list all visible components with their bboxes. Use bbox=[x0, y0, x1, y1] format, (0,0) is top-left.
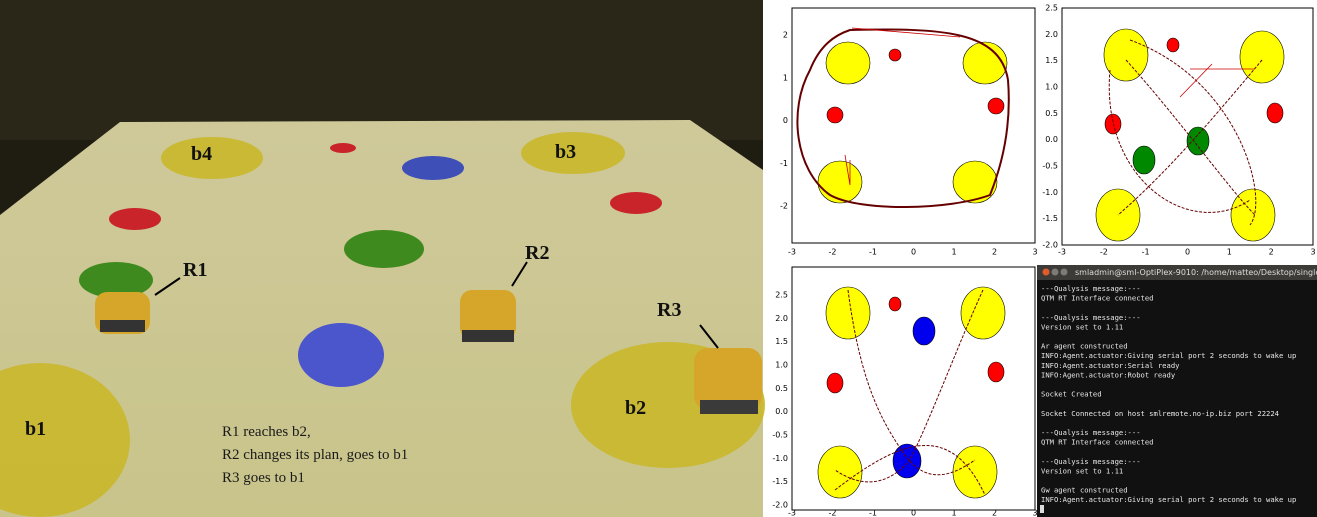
terminal-line: INFO:Agent.actuator:Giving serial port 2… bbox=[1041, 495, 1296, 504]
y-tick-label: 2.5 bbox=[775, 291, 788, 300]
x-tick-label: 0 bbox=[911, 509, 916, 517]
y-tick-label: -1.5 bbox=[772, 477, 788, 486]
robot bbox=[95, 292, 150, 334]
y-tick-label: 0 bbox=[783, 116, 788, 125]
x-tick-label: -2 bbox=[829, 248, 837, 257]
terminal-line: QTM RT Interface connected bbox=[1041, 294, 1154, 303]
region-label: b2 bbox=[625, 397, 646, 419]
caption-line: R1 reaches b2, bbox=[222, 424, 311, 440]
x-tick-label: -2 bbox=[1100, 248, 1108, 257]
plot bbox=[791, 7, 1036, 244]
y-tick-label: -1.0 bbox=[772, 454, 788, 463]
terminal-line: INFO:Agent.actuator:Giving serial port 2… bbox=[1041, 351, 1296, 360]
y-tick-label: 2.0 bbox=[1045, 30, 1058, 39]
x-tick-label: -3 bbox=[788, 509, 796, 517]
y-tick-label: 1.0 bbox=[775, 361, 788, 370]
robot-label: R3 bbox=[657, 299, 681, 321]
terminal-line: ---Qualysis message:--- bbox=[1041, 428, 1141, 437]
y-tick-label: 1.5 bbox=[1045, 56, 1058, 65]
y-tick-label: -1 bbox=[780, 159, 788, 168]
y-tick-label: -2 bbox=[780, 202, 788, 211]
y-tick-label: 2 bbox=[783, 31, 788, 40]
x-tick-label: 2 bbox=[992, 509, 997, 517]
x-tick-label: -1 bbox=[869, 509, 877, 517]
terminal-line: Version set to 1.11 bbox=[1041, 466, 1123, 475]
y-tick-label: -2.0 bbox=[772, 501, 788, 510]
photo: b4 b3 b1 b2 R1 R2 R3 R1 reaches b2, R2 c… bbox=[0, 0, 765, 517]
x-tick-label: -2 bbox=[829, 509, 837, 517]
y-tick-label: -0.5 bbox=[1042, 162, 1058, 171]
close-button[interactable] bbox=[1042, 268, 1050, 276]
y-tick-label: 1.0 bbox=[1045, 83, 1058, 92]
region-label: b3 bbox=[555, 141, 576, 163]
terminal-line: Gw agent constructed bbox=[1041, 486, 1128, 495]
x-tick-label: -1 bbox=[869, 248, 877, 257]
x-tick-label: 3 bbox=[1032, 509, 1037, 517]
terminal-line: ---Qualysis message:--- bbox=[1041, 284, 1141, 293]
terminal: smladmin@sml-OptiPlex-9010: /home/matteo… bbox=[1037, 265, 1317, 517]
robot-label: R1 bbox=[183, 259, 207, 281]
y-tick-label: 0.0 bbox=[1045, 135, 1058, 144]
y-tick-label: -2.0 bbox=[1042, 241, 1058, 250]
terminal-line: INFO:Agent.actuator:Robot ready bbox=[1041, 370, 1176, 379]
terminal-line: Ar agent constructed bbox=[1041, 342, 1128, 351]
y-tick-label: 0.0 bbox=[775, 407, 788, 416]
terminal-line: Socket Created bbox=[1041, 390, 1102, 399]
terminal-title: smladmin@sml-OptiPlex-9010: /home/matteo… bbox=[1075, 268, 1317, 277]
y-tick-label: 1 bbox=[783, 73, 788, 82]
terminal-line: INFO:Agent.actuator:Serial ready bbox=[1041, 361, 1180, 370]
robot bbox=[694, 348, 762, 414]
x-tick-label: 1 bbox=[951, 248, 956, 257]
x-tick-label: 1 bbox=[951, 509, 956, 517]
terminal-line: ---Qualysis message:--- bbox=[1041, 313, 1141, 322]
x-tick-label: -1 bbox=[1142, 248, 1150, 257]
x-tick-label: 1 bbox=[1227, 248, 1232, 257]
terminal-line: Socket Connected on host smlremote.no-ip… bbox=[1041, 409, 1279, 418]
maximize-button[interactable] bbox=[1060, 268, 1068, 276]
y-tick-label: -1.0 bbox=[1042, 188, 1058, 197]
terminal-line: ---Qualysis message:--- bbox=[1041, 457, 1141, 466]
x-tick-label: 0 bbox=[911, 248, 916, 257]
x-tick-label: 0 bbox=[1185, 248, 1190, 257]
plot bbox=[1061, 7, 1314, 246]
x-tick-label: 2 bbox=[1269, 248, 1274, 257]
plot bbox=[791, 266, 1036, 511]
y-tick-label: -1.5 bbox=[1042, 214, 1058, 223]
x-tick-label: -3 bbox=[788, 248, 796, 257]
caption-line: R3 goes to b1 bbox=[222, 470, 305, 486]
y-tick-label: -0.5 bbox=[772, 431, 788, 440]
region-label: b4 bbox=[191, 143, 212, 165]
robot bbox=[460, 290, 516, 342]
x-tick-label: 2 bbox=[992, 248, 997, 257]
x-tick-label: -3 bbox=[1058, 248, 1066, 257]
region-label: b1 bbox=[25, 418, 46, 440]
terminal-line: Version set to 1.11 bbox=[1041, 322, 1123, 331]
caption-line: R2 changes its plan, goes to b1 bbox=[222, 447, 408, 463]
y-tick-label: 1.5 bbox=[775, 337, 788, 346]
minimize-button[interactable] bbox=[1051, 268, 1059, 276]
terminal-line: QTM RT Interface connected bbox=[1041, 438, 1154, 447]
y-tick-label: 0.5 bbox=[1045, 109, 1058, 118]
y-tick-label: 0.5 bbox=[775, 384, 788, 393]
y-tick-label: 2.0 bbox=[775, 314, 788, 323]
x-tick-label: 3 bbox=[1310, 248, 1315, 257]
robot-label: R2 bbox=[525, 242, 549, 264]
x-tick-label: 3 bbox=[1032, 248, 1037, 257]
y-tick-label: 2.5 bbox=[1045, 4, 1058, 13]
